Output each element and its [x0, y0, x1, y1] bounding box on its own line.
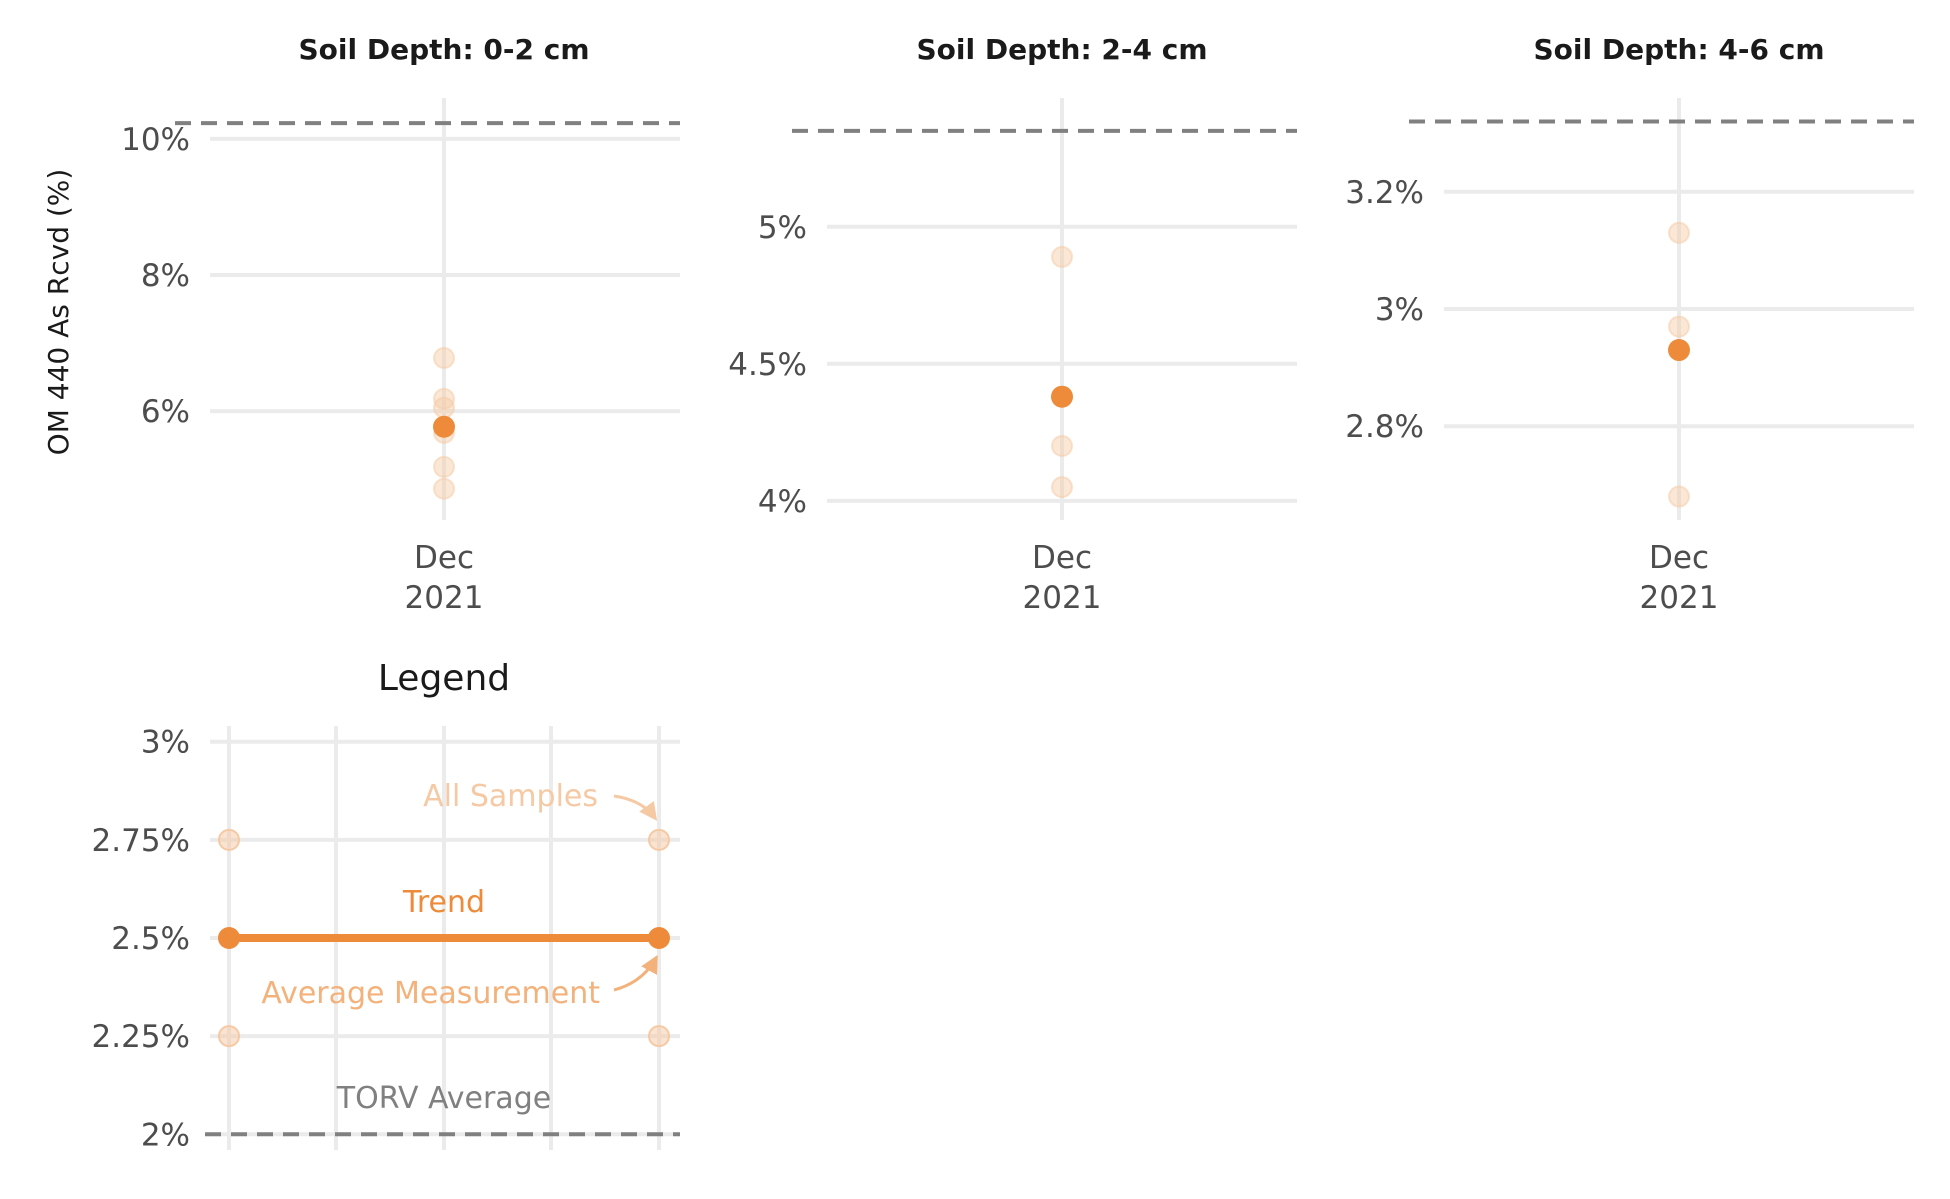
x-tick-label-month: Dec — [1649, 540, 1709, 576]
annotation-arrow-samples — [613, 794, 658, 821]
sample-point — [1668, 315, 1690, 338]
x-tick-label-year: 2021 — [1640, 580, 1719, 616]
legend-y-tick-label: 2.5% — [111, 921, 190, 957]
sample-point — [1051, 245, 1073, 268]
x-tick-label-year: 2021 — [1023, 580, 1102, 616]
y-tick-label: 8% — [141, 258, 190, 294]
y-axis-label: OM 440 As Rcvd (%) — [42, 169, 75, 456]
sample-point — [1668, 221, 1690, 244]
y-tick-label: 3% — [1375, 292, 1424, 328]
y-tick-label: 6% — [141, 394, 190, 430]
legend-y-tick-label: 2.75% — [92, 823, 190, 859]
annotation-arrow-average — [613, 954, 658, 992]
facet-title: Soil Depth: 0-2 cm — [299, 33, 590, 66]
legend-y-tick-label: 2.25% — [92, 1019, 190, 1055]
sample-point — [433, 455, 455, 478]
y-tick-label: 4% — [758, 484, 807, 520]
x-tick-label-month: Dec — [1032, 540, 1092, 576]
legend-sample-point — [218, 1025, 240, 1048]
facet-title: Soil Depth: 2-4 cm — [917, 33, 1208, 66]
average-point — [1668, 339, 1690, 362]
sample-point — [1051, 476, 1073, 499]
sample-point — [433, 387, 455, 410]
legend-sample-point — [648, 1025, 670, 1048]
average-point — [433, 415, 455, 438]
y-tick-label: 4.5% — [728, 347, 807, 383]
annotation-torv-average: TORV Average — [336, 1081, 551, 1116]
y-tick-label: 2.8% — [1345, 409, 1424, 445]
legend-sample-point — [218, 828, 240, 851]
legend-average-point — [648, 927, 670, 949]
x-tick-label-year: 2021 — [405, 580, 484, 616]
legend-average-point — [218, 927, 240, 949]
x-tick-label-month: Dec — [414, 540, 474, 576]
sample-point — [433, 477, 455, 500]
legend-y-tick-label: 2% — [141, 1117, 190, 1153]
sample-point — [1051, 435, 1073, 458]
facet-panel-2: Soil Depth: 2-4 cm 4% 4.5% 5% Dec 2021 — [728, 33, 1297, 616]
legend-sample-point — [648, 828, 670, 851]
sample-point — [1668, 485, 1690, 508]
annotation-trend: Trend — [402, 885, 485, 920]
sample-point — [433, 396, 455, 419]
y-tick-label: 3.2% — [1345, 175, 1424, 211]
legend-title: Legend — [378, 658, 510, 699]
legend-y-tick-label: 3% — [141, 725, 190, 761]
annotation-all-samples: All Samples — [423, 779, 598, 814]
facet-panel-1: Soil Depth: 0-2 cm 6% 8% 10% Dec 2021 — [121, 33, 680, 616]
legend-panel: Legend 2% 2.25% 2.5% 2.75% 3% All Samples Trend… — [92, 658, 680, 1153]
average-point — [1051, 385, 1073, 408]
sample-point — [433, 347, 455, 370]
facet-title: Soil Depth: 4-6 cm — [1534, 33, 1825, 66]
y-tick-label: 5% — [758, 210, 807, 246]
facet-panel-3: Soil Depth: 4-6 cm 2.8% 3% 3.2% Dec 2021 — [1345, 33, 1914, 616]
y-tick-label: 10% — [121, 122, 190, 158]
annotation-average-measurement: Average Measurement — [261, 976, 600, 1011]
